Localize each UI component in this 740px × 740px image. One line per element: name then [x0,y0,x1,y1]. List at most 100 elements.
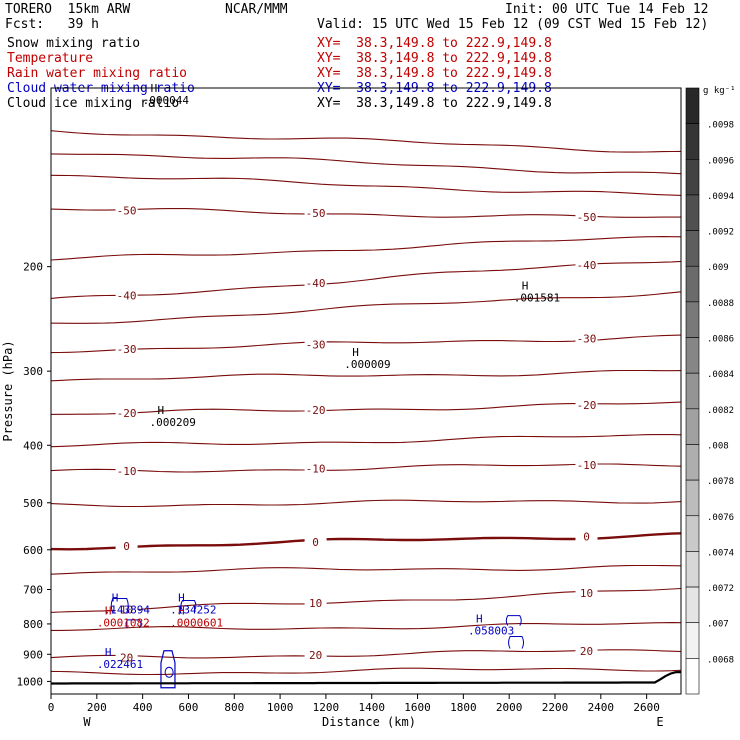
field-name-snow: Snow mixing ratio [7,36,141,51]
x-tick-label: 400 [133,701,153,714]
isotherm-label: 20 [309,649,322,662]
isotherm-line [50,369,682,382]
isotherm-label: -30 [117,343,137,356]
isotherm-labels: -50 -50 -50 -40 -40 -40 -30 -30 -30 -20 -20 -20 -10 -… [115,204,598,665]
isotherm-label: 10 [580,587,593,600]
maximum-marker: H [178,605,185,618]
isotherm-line [50,174,682,196]
isotherm-label: -50 [577,211,597,224]
valid-time: Valid: 15 UTC Wed 15 Feb 12 (09 CST Wed … [317,17,709,32]
isotherm-label-bg [115,540,138,552]
colorbar-label: .0068 [707,655,734,665]
isotherm-label-bg [115,289,138,301]
plot-frame [50,87,682,695]
isotherm-label: 0 [583,530,590,543]
isotherm-line [50,153,682,175]
x-tick-label: 200 [87,701,107,714]
isotherm-label: -30 [306,339,326,352]
isotherm-label: -50 [306,207,326,220]
isotherm-label: -30 [577,332,597,345]
isotherm-label-bg [575,459,598,471]
y-tick-label: 900 [23,648,43,661]
isotherm-label: 10 [309,597,322,610]
isotherm-label: -10 [117,465,137,478]
field-xy-temperature: XY= 38.3,149.8 to 222.9,149.8 [317,51,552,66]
x-tick-label: 2000 [496,701,523,714]
x-tick-label: 0 [48,701,55,714]
x-tick-label: 1000 [267,701,294,714]
maximum-marker: H [105,646,112,659]
y-axis-title: Pressure (hPa) [1,340,15,441]
maximum-marker: H [112,591,119,604]
x-axis: 0 200 400 600 800 1000 1200 1400 1600 1800 2000 220… [48,694,660,714]
maximum-value: .134252 [170,603,216,616]
colorbar-swatch [685,479,700,517]
cloud-water-contour [180,600,197,611]
colorbar-label: .0096 [707,156,734,166]
maximum-marker: H [178,591,185,604]
y-tick-label: 1000 [17,675,44,688]
isotherm-label: 10 [120,604,133,617]
field-name-temperature: Temperature [7,51,94,66]
isotherm-label: -20 [306,404,326,417]
maximum-value: .0001082 [97,617,150,630]
isotherm-label-bg [304,596,327,608]
isotherm-label-bg [304,462,327,474]
x-tick-label: 1400 [358,701,385,714]
x-axis-title: Distance (km) [322,715,416,729]
east-label: E [656,715,663,729]
colorbar-label: .0088 [707,299,734,309]
isotherm-label: -40 [577,259,597,272]
maximum-value: .000209 [150,416,196,429]
colorbar-swatch [685,658,700,695]
isotherm-line [51,622,682,631]
maximum-value: .143894 [104,603,151,616]
isotherm-label-bg [304,536,327,548]
y-tick-label: 800 [23,618,43,631]
x-tick-label: 1200 [313,701,340,714]
x-tick-label: 600 [179,701,199,714]
center-title: NCAR/MMM [225,2,288,17]
cloud-features [110,598,525,689]
colorbar-label: .0094 [707,192,734,202]
x-tick-label: 800 [224,701,244,714]
cloud-water-contour [508,636,525,649]
isotherm-line [50,434,682,448]
colorbar-label: .0086 [707,335,734,345]
cloud-water-contour [110,598,129,613]
isotherm-label: -10 [577,459,597,472]
cloud-water-contour [160,650,176,689]
colorbar-swatch [685,123,700,160]
forecast-hour: Fcst: 39 h [5,17,99,32]
isotherm-label-bg [575,259,598,271]
colorbar: .0098 .0096 .0094 .0092 .009 .0088 .0086 .0084.… [685,87,734,695]
maxima-labels: H.001581H.000009H.000209H.000044H.143894… [97,82,560,671]
isotherm-label-bg [304,403,327,415]
isotherm-label: -40 [306,277,326,290]
colorbar-swatch [685,194,700,231]
x-tick-label: 2200 [542,701,569,714]
init-time: Init: 00 UTC Tue 14 Feb 12 [505,2,709,17]
isotherm-line [50,130,682,153]
maximum-marker: H [105,605,112,618]
maximum-marker: H [522,279,529,292]
field-xy-snow: XY= 38.3,149.8 to 222.9,149.8 [317,36,552,51]
isotherm-label: -10 [306,463,326,476]
maximum-value: .000044 [143,94,190,107]
isotherm-label: 0 [312,536,319,549]
isotherm-label-bg [575,645,598,657]
colorbar-swatch [685,158,700,196]
x-tick-label: 1600 [404,701,431,714]
colorbar-swatch [685,230,700,267]
field-name-cloud-ice: Cloud ice mixing ratio [7,96,180,111]
isotherm-label-bg [115,603,138,615]
y-tick-label: 300 [23,365,43,378]
isotherm-label-bg [575,332,598,344]
maximum-value: .001581 [514,291,560,304]
colorbar-label: .0072 [707,584,734,594]
isotherm-label-bg [575,530,598,542]
field-name-cloud-water: Cloud water mixing ratio [7,81,195,96]
field-name-rain: Rain water mixing ratio [7,66,188,81]
y-tick-label: 400 [23,439,43,452]
